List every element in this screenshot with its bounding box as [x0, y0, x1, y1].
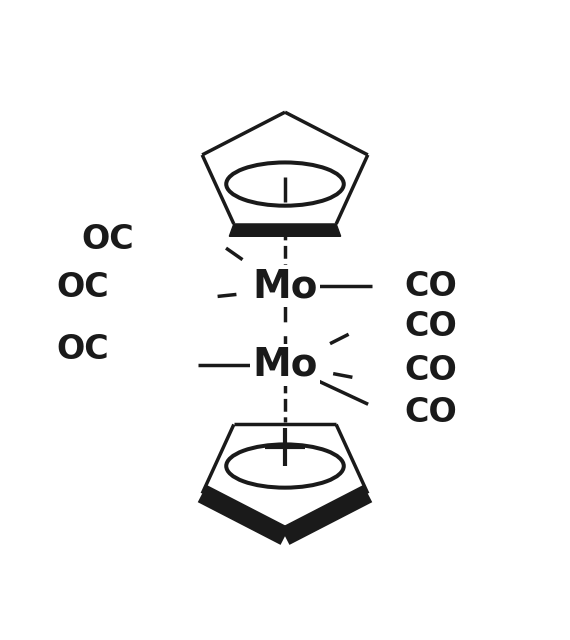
Polygon shape — [229, 224, 341, 236]
Text: Mo: Mo — [253, 346, 317, 384]
Text: OC: OC — [56, 271, 109, 304]
Text: OC: OC — [56, 333, 109, 366]
Text: CO: CO — [405, 396, 457, 429]
Text: OC: OC — [82, 223, 135, 256]
Text: CO: CO — [405, 270, 457, 303]
Text: Mo: Mo — [253, 268, 317, 305]
Text: CO: CO — [405, 310, 457, 343]
Text: CO: CO — [405, 354, 457, 387]
